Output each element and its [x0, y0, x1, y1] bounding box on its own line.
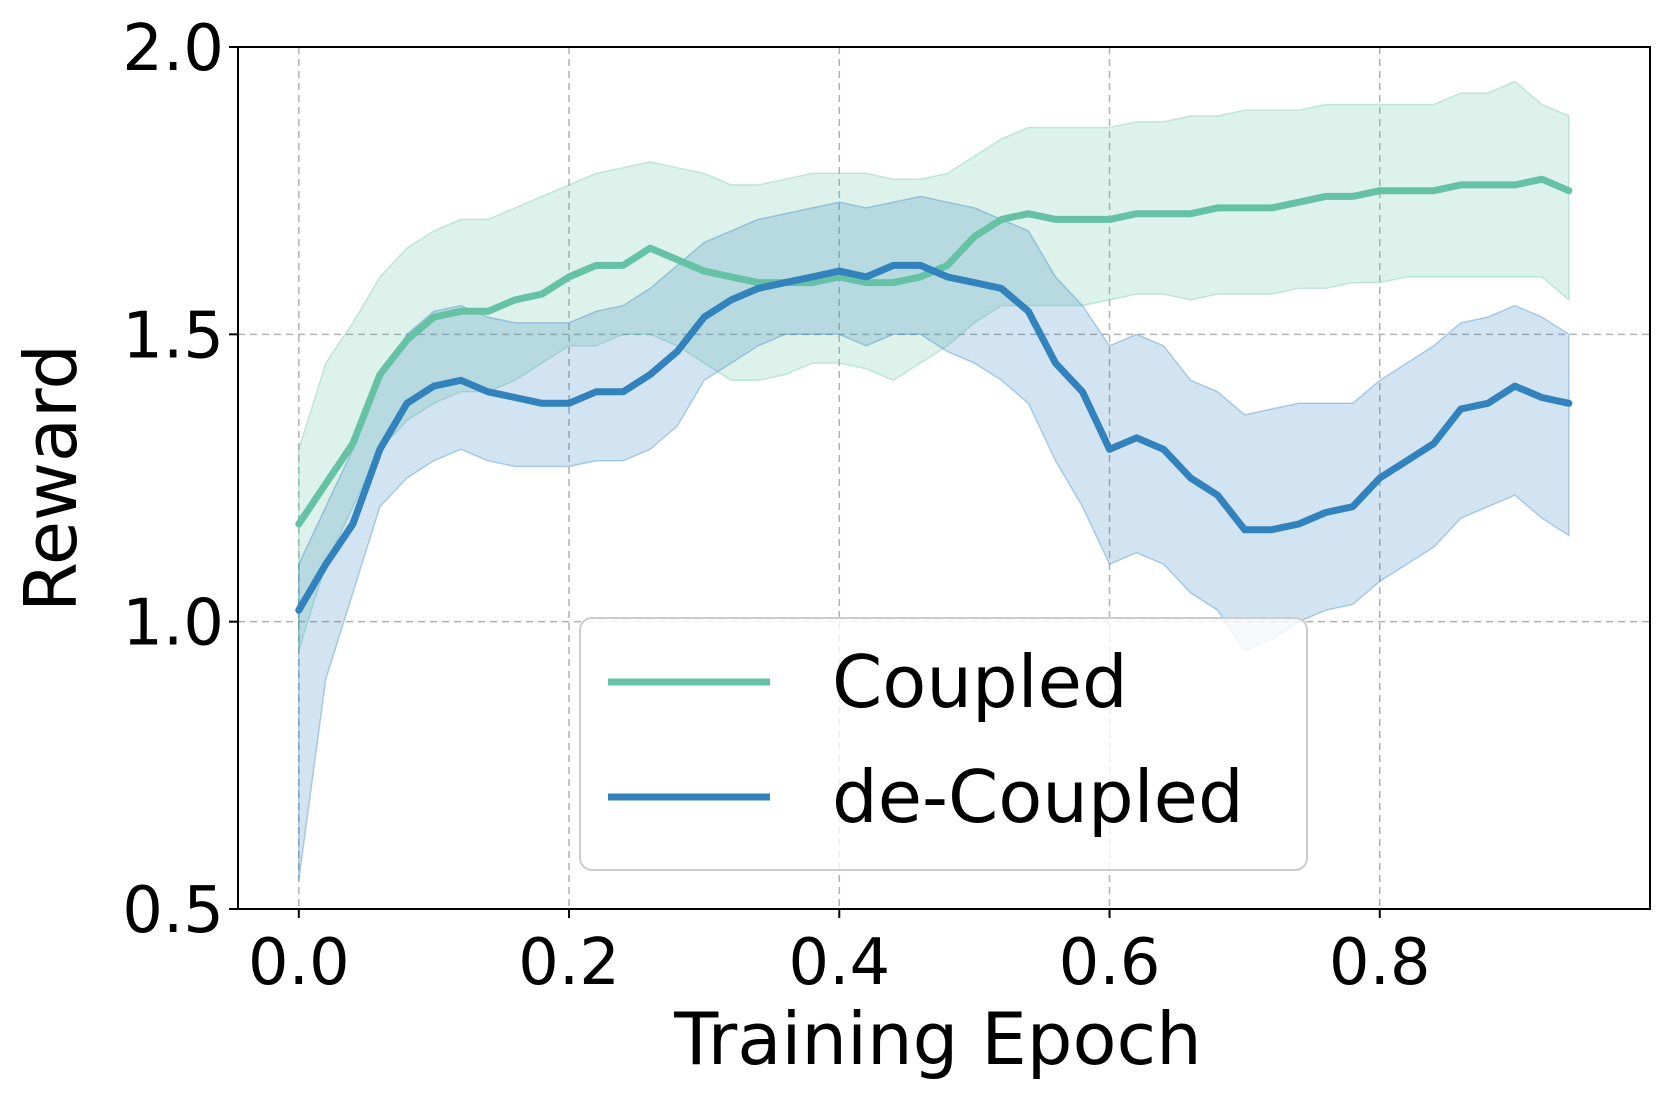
y-tick-label: 2.0: [122, 12, 224, 86]
y-tick-label: 1.5: [122, 299, 224, 373]
band-coupled: [298, 80, 1570, 651]
x-tick-label: 0.4: [788, 926, 890, 1000]
y-tick-label: 0.5: [122, 874, 224, 948]
y-axis-title: Reward: [9, 344, 93, 612]
x-tick-label: 0.0: [248, 926, 350, 1000]
x-axis-title: Training Epoch: [673, 997, 1201, 1081]
legend-label-coupled: Coupled: [832, 640, 1128, 724]
x-tick-label: 0.8: [1329, 926, 1431, 1000]
line-de-coupled: [295, 261, 1573, 614]
legend: Coupled de-Coupled: [579, 617, 1308, 871]
plot-frame: [237, 46, 1651, 910]
y-tick-label: 1.0: [122, 587, 224, 661]
legend-label-de-coupled: de-Coupled: [832, 755, 1244, 839]
band-de-coupled: [298, 195, 1570, 881]
x-tick-label: 0.2: [518, 926, 620, 1000]
x-tick-label: 0.6: [1059, 926, 1161, 1000]
confidence-bands: [298, 80, 1570, 881]
series-lines: [295, 175, 1573, 614]
axis-ticks: 0.0 0.2 0.4 0.6 0.8 0.5 1.0 1.5 2.0: [122, 12, 1430, 1000]
